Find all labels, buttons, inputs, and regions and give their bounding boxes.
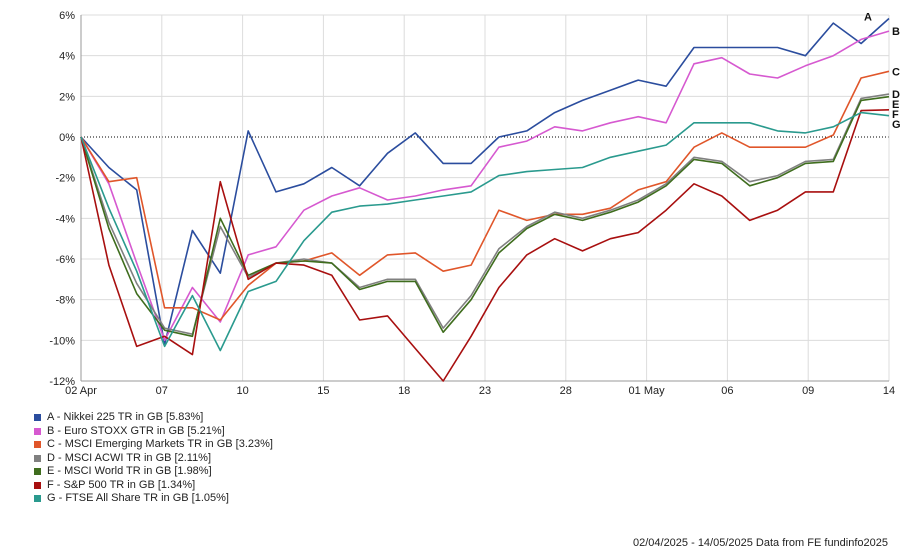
- legend-item-e: E - MSCI World TR in GB [1.98%]: [34, 465, 273, 479]
- end-label-c: C: [892, 66, 900, 78]
- series-line-a: [80, 17, 890, 346]
- y-tick-label: 0%: [59, 132, 75, 144]
- legend-label: C - MSCI Emerging Markets TR in GB [3.23…: [47, 438, 273, 450]
- end-label-f: F: [892, 109, 899, 121]
- x-tick-label: 07: [156, 385, 168, 397]
- end-label-d: D: [892, 89, 900, 101]
- x-axis-ticks: 02 Apr 07 10 15 18 23 28 01 May 06 09 14: [65, 385, 895, 397]
- x-tick-label: 28: [560, 385, 572, 397]
- x-tick-label: 02 Apr: [65, 385, 97, 397]
- y-tick-label: -4%: [55, 213, 75, 225]
- end-label-g: G: [892, 119, 900, 131]
- legend-label: G - FTSE All Share TR in GB [1.05%]: [47, 492, 229, 504]
- x-tick-label: 15: [317, 385, 329, 397]
- legend-swatch: [34, 468, 41, 476]
- x-tick-label: 14: [883, 385, 895, 397]
- x-tick-label: 18: [398, 385, 410, 397]
- x-tick-label: 23: [479, 385, 491, 397]
- x-tick-label: 09: [802, 385, 814, 397]
- y-axis-ticks: 6% 4% 2% 0% -2% -4% -6% -8% -10% -12%: [49, 10, 75, 388]
- legend-label: F - S&P 500 TR in GB [1.34%]: [47, 478, 196, 491]
- end-label-a: A: [864, 11, 872, 23]
- legend: A - Nikkei 225 TR in GB [5.83%] B - Euro…: [34, 411, 273, 506]
- legend-swatch: [34, 441, 41, 449]
- series-line-b: [80, 30, 890, 342]
- y-tick-label: 2%: [59, 91, 75, 103]
- x-tick-label: 01 May: [629, 385, 666, 397]
- series-lines: [80, 17, 890, 382]
- legend-label: D - MSCI ACWI TR in GB [2.11%]: [47, 451, 212, 464]
- legend-swatch: [34, 454, 41, 462]
- legend-swatch: [34, 481, 41, 489]
- end-label-b: B: [892, 26, 900, 38]
- legend-item-f: F - S&P 500 TR in GB [1.34%]: [34, 479, 273, 493]
- end-label-e: E: [892, 99, 899, 111]
- legend-item-d: D - MSCI ACWI TR in GB [2.11%]: [34, 452, 273, 466]
- grid: [80, 14, 890, 382]
- data-source-footer: 02/04/2025 - 14/05/2025 Data from FE fun…: [632, 537, 888, 549]
- y-tick-label: 4%: [59, 51, 75, 63]
- y-tick-label: -2%: [55, 173, 75, 185]
- legend-item-g: G - FTSE All Share TR in GB [1.05%]: [34, 492, 273, 506]
- series-line-f: [80, 109, 890, 382]
- y-tick-label: -6%: [55, 254, 75, 266]
- legend-item-a: A - Nikkei 225 TR in GB [5.83%]: [34, 411, 273, 425]
- legend-label: E - MSCI World TR in GB [1.98%]: [47, 465, 212, 477]
- legend-swatch: [34, 414, 41, 422]
- x-tick-label: 10: [236, 385, 248, 397]
- series-line-c: [80, 70, 890, 321]
- y-tick-label: -8%: [55, 295, 75, 307]
- y-tick-label: -10%: [49, 335, 75, 347]
- y-tick-label: 6%: [59, 10, 75, 22]
- legend-label: B - Euro STOXX GTR in GB [5.21%]: [47, 424, 225, 437]
- x-tick-label: 06: [721, 385, 733, 397]
- y-tick-label: -12%: [49, 376, 75, 388]
- legend-item-b: B - Euro STOXX GTR in GB [5.21%]: [34, 425, 273, 439]
- legend-swatch: [34, 427, 41, 435]
- performance-line-chart: 6% 4% 2% 0% -2% -4% -6% -8% -10% -12% 02 Apr 07 10 1…: [49, 10, 900, 397]
- legend-label: A - Nikkei 225 TR in GB [5.83%]: [47, 411, 204, 423]
- series-line-g: [80, 111, 890, 352]
- series-line-d: [80, 93, 890, 336]
- series-line-e: [80, 95, 890, 338]
- legend-swatch: [34, 495, 41, 503]
- legend-item-c: C - MSCI Emerging Markets TR in GB [3.23…: [34, 438, 273, 452]
